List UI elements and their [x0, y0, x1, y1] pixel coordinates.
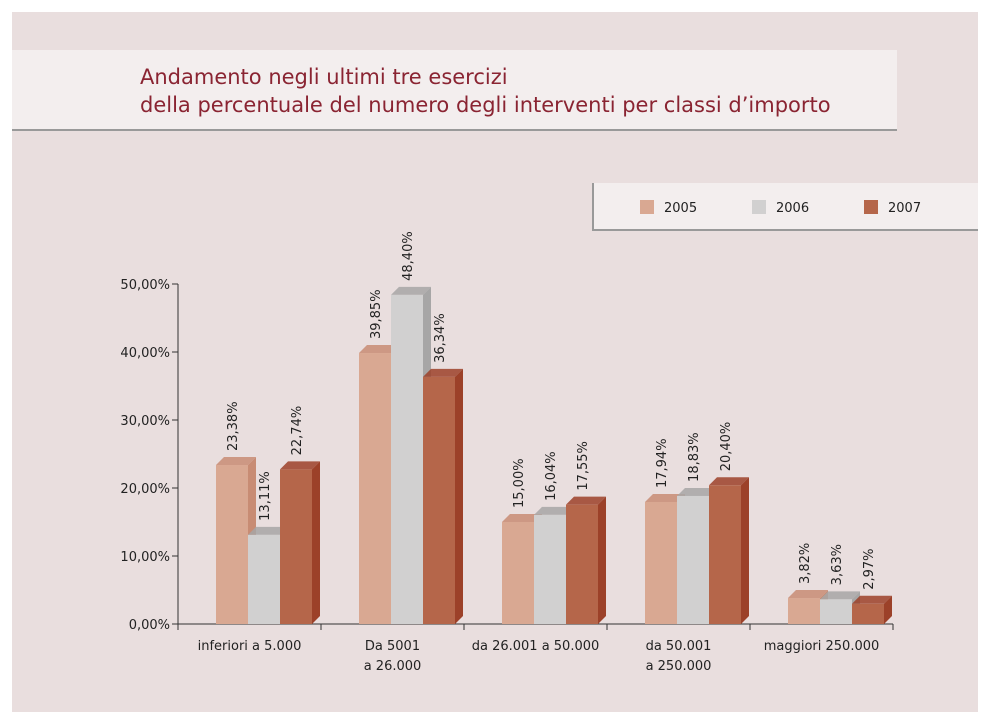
data-label: 17,94%	[655, 438, 670, 488]
bar-top	[534, 506, 574, 515]
legend-swatch	[752, 200, 766, 214]
bar-top	[852, 595, 892, 604]
data-label: 2,97%	[862, 548, 877, 589]
x-tick-label: maggiori 250.000	[764, 639, 880, 654]
x-tick-label: a 26.000	[364, 659, 422, 674]
bar-top	[677, 487, 717, 496]
data-label: 16,04%	[544, 451, 559, 501]
legend-label: 2007	[888, 201, 921, 216]
legend-swatch	[640, 200, 654, 214]
bar-top	[216, 457, 256, 466]
data-label: 3,63%	[830, 544, 845, 585]
bar-top	[788, 590, 828, 599]
y-tick-label: 10,00%	[120, 550, 170, 565]
data-label: 36,34%	[433, 313, 448, 363]
bar	[709, 485, 741, 624]
bar	[677, 495, 709, 624]
bar	[248, 534, 280, 624]
bar-top	[709, 477, 749, 486]
data-label: 39,85%	[369, 289, 384, 339]
bar-top	[359, 345, 399, 354]
data-label: 18,83%	[687, 432, 702, 482]
title-box	[12, 50, 897, 130]
data-label: 17,55%	[576, 441, 591, 491]
bar-top	[391, 286, 431, 295]
bar-side	[312, 461, 320, 624]
data-label: 48,40%	[401, 231, 416, 281]
y-tick-label: 50,00%	[120, 278, 170, 293]
bar	[423, 376, 455, 624]
bar	[534, 514, 566, 624]
bar-side	[741, 477, 749, 624]
bar-top	[820, 591, 860, 600]
legend-box	[593, 183, 978, 230]
data-label: 3,82%	[798, 543, 813, 584]
bar	[645, 502, 677, 624]
y-tick-label: 40,00%	[120, 346, 170, 361]
x-tick-label: da 26.001 a 50.000	[472, 639, 600, 654]
bar-top	[645, 494, 685, 503]
y-tick-label: 20,00%	[120, 482, 170, 497]
legend-label: 2006	[776, 201, 809, 216]
x-tick-label: da 50.001	[646, 639, 712, 654]
bar	[788, 598, 820, 624]
bar	[502, 522, 534, 624]
data-label: 15,00%	[512, 458, 527, 508]
bar	[391, 294, 423, 624]
data-label: 22,74%	[290, 406, 305, 456]
legend-label: 2005	[664, 201, 697, 216]
bar-top	[423, 368, 463, 377]
bar-side	[884, 595, 892, 624]
y-tick-label: 0,00%	[129, 618, 170, 633]
data-label: 23,38%	[226, 401, 241, 451]
bar-top	[248, 526, 288, 535]
bar-side	[455, 368, 463, 624]
bar	[216, 465, 248, 624]
x-tick-label: a 250.000	[646, 659, 712, 674]
bar-top	[566, 496, 606, 505]
chart-title: della percentuale del numero degli inter…	[140, 93, 831, 117]
bar	[852, 603, 884, 624]
x-tick-label: Da 5001	[365, 639, 420, 654]
bar	[359, 353, 391, 624]
bar-top	[280, 461, 320, 470]
bar	[820, 599, 852, 624]
bar	[566, 504, 598, 624]
bar	[280, 469, 312, 624]
bar-top	[502, 514, 542, 522]
data-label: 13,11%	[258, 471, 273, 521]
legend-swatch	[864, 200, 878, 214]
legend-border	[592, 183, 978, 231]
y-tick-label: 30,00%	[120, 414, 170, 429]
x-tick-label: inferiori a 5.000	[198, 639, 302, 654]
bar-side	[598, 496, 606, 624]
data-label: 20,40%	[719, 422, 734, 472]
chart-title: Andamento negli ultimi tre esercizi	[140, 65, 508, 89]
